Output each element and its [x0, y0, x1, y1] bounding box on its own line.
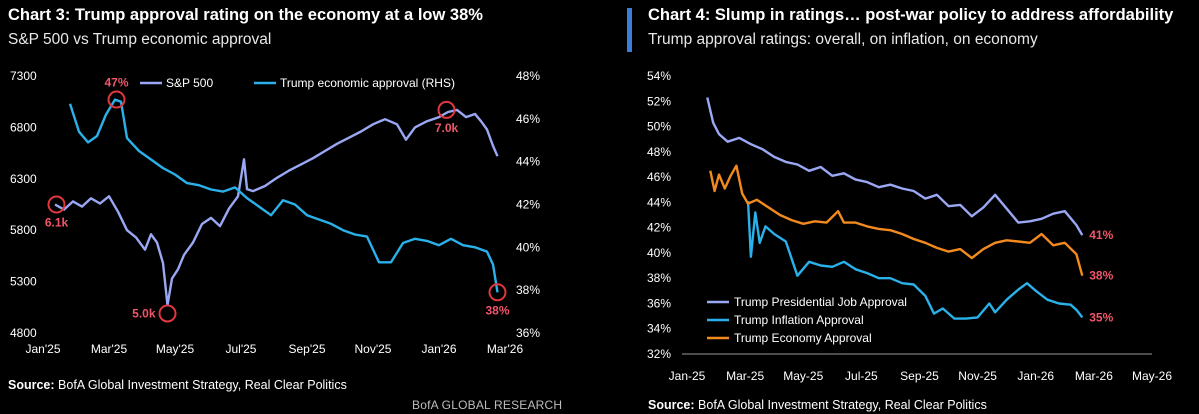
- y-left-tick-label: 5300: [10, 275, 37, 289]
- series-line: [746, 201, 1084, 320]
- chart-4-source-text: BofA Global Investment Strategy, Real Cl…: [698, 398, 987, 412]
- annotation-circle: [47, 195, 66, 214]
- y-tick-label: 54%: [647, 69, 671, 83]
- annotation-label: 5.0k: [132, 306, 156, 320]
- y-right-tick-label: 48%: [516, 69, 540, 83]
- x-tick-label: Jul-25: [845, 369, 878, 383]
- y-tick-label: 36%: [647, 296, 671, 310]
- chart-4-panel: Chart 4: Slump in ratings… post-war poli…: [627, 0, 1199, 414]
- chart-4-plot: 54% 52% 50% 48% 46% 44% 42% 40% 38% 36% 34% 32% Jan-…: [647, 69, 1172, 383]
- x-tick-label: Mar'26: [487, 342, 524, 356]
- chart-4-source-label: Source:: [648, 398, 695, 412]
- y-tick-label: 42%: [647, 221, 671, 235]
- y-tick-label: 52%: [647, 94, 671, 108]
- y-left-tick-label: 6800: [10, 120, 37, 134]
- legend-label: Trump Presidential Job Approval: [734, 295, 907, 309]
- x-tick-label: May'25: [156, 342, 195, 356]
- bofa-brand: BofA GLOBAL RESEARCH: [412, 398, 563, 412]
- y-left-tick-label: 4800: [10, 326, 37, 340]
- y-tick-label: 40%: [647, 246, 671, 260]
- series-line: [706, 97, 1084, 236]
- chart-3-source: Source: BofA Global Investment Strategy,…: [8, 378, 347, 392]
- series-line: [68, 98, 499, 293]
- chart-3-title: Chart 3: Trump approval rating on the ec…: [8, 6, 483, 24]
- chart-4-source: Source: BofA Global Investment Strategy,…: [648, 398, 987, 412]
- annotation-label: 6.1k: [45, 216, 69, 230]
- x-tick-label: Mar'25: [91, 342, 128, 356]
- x-tick-label: Jan'26: [422, 342, 457, 356]
- y-tick-label: 44%: [647, 195, 671, 209]
- series-line: [54, 108, 499, 307]
- x-tick-label: Mar-25: [726, 369, 764, 383]
- annotation-circle: [488, 283, 507, 302]
- y-tick-label: 46%: [647, 170, 671, 184]
- y-right-tick-label: 44%: [516, 155, 540, 169]
- y-tick-label: 50%: [647, 120, 671, 134]
- x-tick-label: Sep'25: [289, 342, 326, 356]
- legend-label: Trump Economy Approval: [734, 331, 872, 345]
- x-tick-label: Jan'25: [26, 342, 61, 356]
- x-tick-label: May-25: [783, 369, 823, 383]
- chart-3-source-text: BofA Global Investment Strategy, Real Cl…: [58, 378, 347, 392]
- x-tick-label: Jan-25: [669, 369, 706, 383]
- chart-3-source-label: Source:: [8, 378, 55, 392]
- chart-3-plot: 7300 6800 6300 5800 5300 4800 48% 46% 44% 42% 40% 3…: [10, 69, 540, 356]
- y-left-tick-label: 7300: [10, 69, 37, 83]
- annotation-circle: [437, 100, 456, 119]
- y-right-tick-label: 38%: [516, 283, 540, 297]
- x-tick-label: Nov'25: [355, 342, 392, 356]
- y-left-tick-label: 6300: [10, 172, 37, 186]
- y-right-tick-label: 40%: [516, 240, 540, 254]
- x-tick-label: Nov-25: [958, 369, 997, 383]
- end-value-label: 38%: [1089, 269, 1113, 283]
- annotation-label: 38%: [485, 303, 509, 317]
- y-right-tick-label: 42%: [516, 198, 540, 212]
- accent-bar: [627, 8, 632, 52]
- legend-label: Trump Inflation Approval: [734, 313, 864, 327]
- annotation-circle: [107, 90, 126, 109]
- annotation-label: 7.0k: [435, 121, 459, 135]
- legend-label: S&P 500: [166, 76, 213, 90]
- chart-4-title: Chart 4: Slump in ratings… post-war poli…: [648, 6, 1174, 24]
- x-tick-label: Jul'25: [226, 342, 257, 356]
- end-value-label: 35%: [1089, 310, 1113, 324]
- y-tick-label: 32%: [647, 347, 671, 361]
- annotation-label: 47%: [104, 76, 128, 90]
- legend-label: Trump economic approval (RHS): [280, 76, 455, 90]
- y-right-tick-label: 36%: [516, 326, 540, 340]
- x-tick-label: May-26: [1132, 369, 1172, 383]
- chart-3-subtitle: S&P 500 vs Trump economic approval: [8, 31, 272, 48]
- x-tick-label: Sep-25: [900, 369, 939, 383]
- x-tick-label: Mar-26: [1075, 369, 1113, 383]
- y-tick-label: 38%: [647, 271, 671, 285]
- y-tick-label: 34%: [647, 322, 671, 336]
- y-tick-label: 48%: [647, 145, 671, 159]
- x-tick-label: Jan-26: [1017, 369, 1054, 383]
- chart-3-panel: Chart 3: Trump approval rating on the ec…: [0, 0, 563, 414]
- chart-4-subtitle: Trump approval ratings: overall, on infl…: [648, 31, 1038, 48]
- end-value-label: 41%: [1089, 228, 1113, 242]
- y-left-tick-label: 5800: [10, 223, 37, 237]
- series-line: [709, 164, 1084, 277]
- annotation-circle: [158, 304, 177, 323]
- y-right-tick-label: 46%: [516, 112, 540, 126]
